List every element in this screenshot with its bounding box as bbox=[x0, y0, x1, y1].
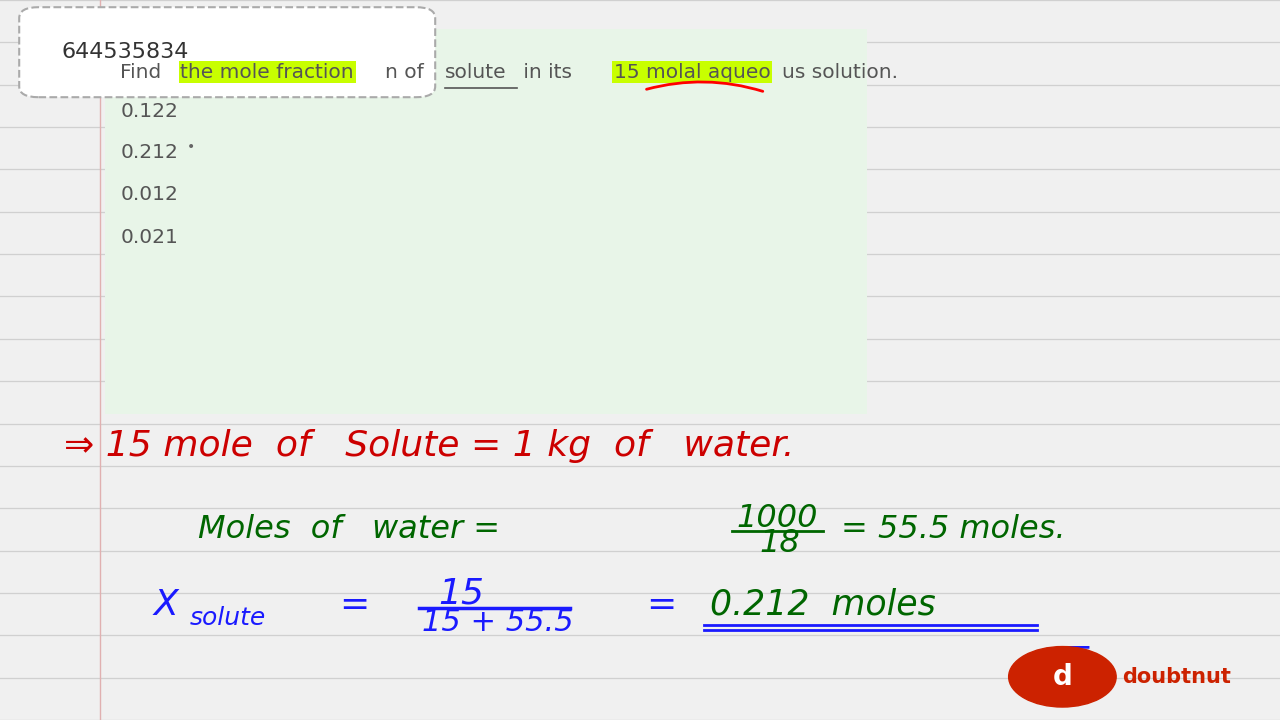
FancyBboxPatch shape bbox=[105, 29, 867, 414]
Text: =: = bbox=[339, 588, 370, 622]
Text: d: d bbox=[1052, 663, 1073, 690]
Text: 0.212: 0.212 bbox=[120, 143, 178, 162]
Text: 644535834: 644535834 bbox=[61, 42, 189, 62]
Text: 0.212  moles: 0.212 moles bbox=[710, 588, 936, 622]
Text: n of: n of bbox=[385, 63, 430, 81]
Text: =: = bbox=[1062, 634, 1093, 669]
Text: solute: solute bbox=[189, 606, 266, 630]
Text: 1000: 1000 bbox=[736, 503, 818, 534]
Text: ⇒ 15 mole  of   Solute = 1 kg  of   water.: ⇒ 15 mole of Solute = 1 kg of water. bbox=[64, 429, 795, 464]
Text: solute: solute bbox=[445, 63, 507, 81]
Text: 0.012: 0.012 bbox=[120, 185, 178, 204]
Text: •: • bbox=[187, 140, 195, 154]
Text: 15: 15 bbox=[438, 577, 484, 611]
Text: Moles  of   water =: Moles of water = bbox=[198, 513, 500, 545]
Text: = 55.5 moles.: = 55.5 moles. bbox=[841, 513, 1065, 545]
Text: in its: in its bbox=[517, 63, 579, 81]
Text: doubtnut: doubtnut bbox=[1123, 667, 1231, 687]
Circle shape bbox=[1009, 647, 1116, 707]
Text: 15 + 55.5: 15 + 55.5 bbox=[422, 608, 573, 637]
Text: us solution.: us solution. bbox=[782, 63, 899, 81]
Text: X: X bbox=[154, 588, 178, 622]
FancyBboxPatch shape bbox=[19, 7, 435, 97]
Text: the mole fraction: the mole fraction bbox=[180, 63, 355, 81]
Text: =: = bbox=[646, 588, 677, 622]
Text: 15 molal aqueo: 15 molal aqueo bbox=[613, 63, 771, 81]
Text: 18: 18 bbox=[759, 528, 800, 559]
Text: Find: Find bbox=[120, 63, 168, 81]
Text: 0.122: 0.122 bbox=[120, 102, 178, 121]
Text: 0.021: 0.021 bbox=[120, 228, 178, 247]
